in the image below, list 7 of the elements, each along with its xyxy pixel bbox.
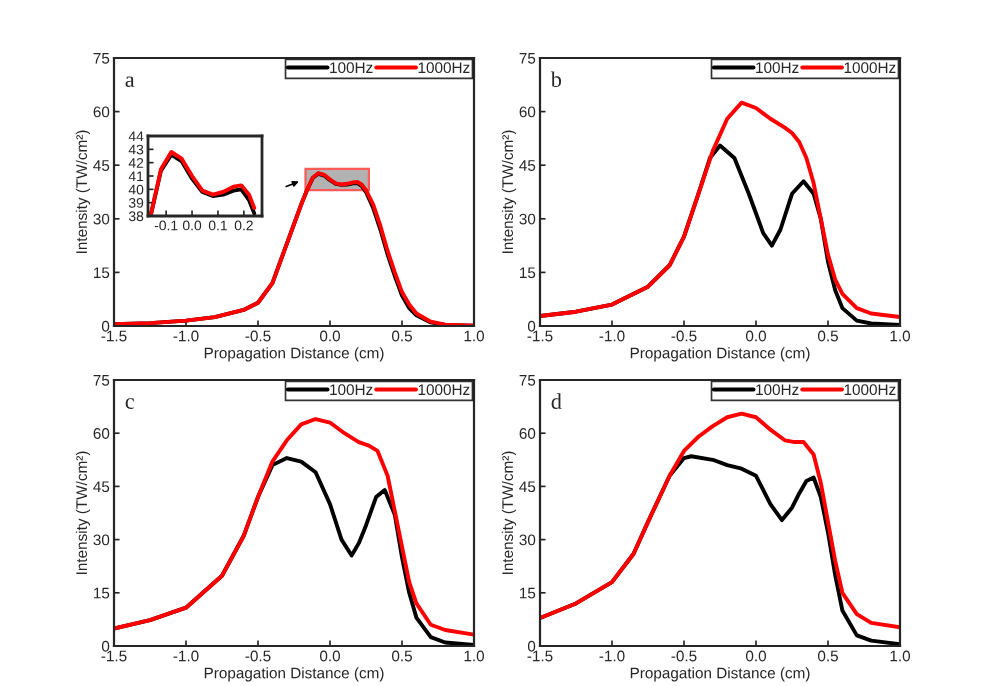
annotation: c — [125, 398, 134, 409]
line-series — [540, 411, 900, 630]
annotation: b — [550, 71, 562, 88]
line-series — [540, 100, 900, 320]
annotation: d — [551, 393, 562, 409]
line-series — [114, 417, 474, 637]
annotation: a — [125, 76, 135, 88]
